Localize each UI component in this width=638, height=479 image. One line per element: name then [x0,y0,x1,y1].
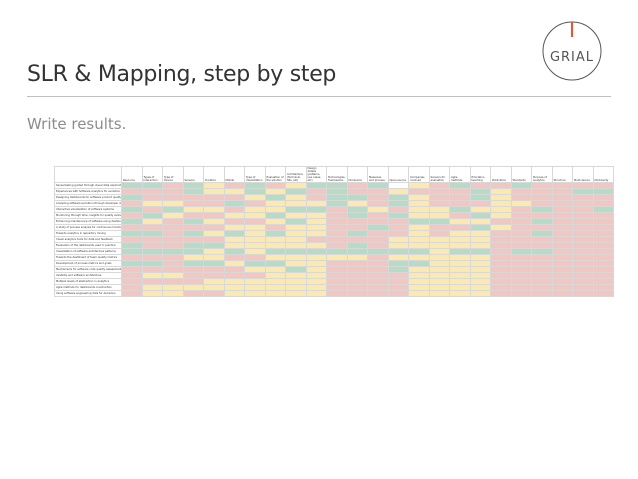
table-row: Development of process metrics and goals [54,260,614,267]
table-cell [141,290,163,297]
header-row: Resource Types of Interaction Type of Devi… [54,166,614,183]
table-cell [244,290,266,297]
table-cell [592,290,614,297]
table-cell [387,290,409,297]
column-header: Standards [510,166,532,183]
column-header: Evaluation of the solution [264,166,286,183]
table-cell [223,290,245,297]
table-cell [510,290,532,297]
table-cell [490,290,512,297]
slide-subtitle: Write results. [27,115,127,133]
table-cell [182,290,204,297]
column-header: Technologies, frameworks [326,166,348,183]
header-corner [54,166,122,183]
table-row: Towards the dashboard of team quality me… [54,254,614,261]
table-row: Towards analytics in repository mining [54,230,614,237]
column-header: Education, teaching [469,166,491,183]
table-cell [326,290,348,297]
column-header: Types of Interaction [141,166,163,183]
column-header: Sensors [182,166,204,183]
column-header: Structure [551,166,573,183]
column-header: Design details (patterns, use cases, etc… [305,166,327,183]
column-header: Multi-device [572,166,594,183]
column-header: Agile methods [449,166,471,183]
table-cell [408,290,430,297]
column-header: Type of Visualization [244,166,266,183]
table-cell [449,290,471,297]
title-divider [27,96,611,97]
table-row: Sensemaking guided through visual data e… [54,182,614,189]
table-row: Usability and software architecture [54,272,614,279]
column-header: Type of Device [162,166,184,183]
table-cell [346,290,368,297]
table-cell [572,290,594,297]
results-table: Resource Types of Interaction Type of Devi… [54,166,614,297]
table-cell [367,290,389,297]
table-cell [285,290,307,297]
table-cell [121,290,143,297]
table-cell [551,290,573,297]
column-header: Architecture (Technical, SPs, etc) [285,166,307,183]
column-header: Modularity [592,166,614,183]
results-spreadsheet: Resource Types of Interaction Type of Devi… [54,166,614,342]
row-label: Using software engineering data for deci… [54,290,122,297]
column-header: Dimension [346,166,368,183]
column-header: Mobile [223,166,245,183]
column-header: Publication [490,166,512,183]
column-header: Purpose of analytics [531,166,553,183]
table-cell [305,290,327,297]
column-header: Companies involved [408,166,430,183]
column-header: Open-source [387,166,409,183]
table-row: Evaluation of the dashboards used in pra… [54,242,614,249]
table-cell [531,290,553,297]
table-cell [428,290,450,297]
table-row: Using software engineering data for deci… [54,290,614,297]
grial-logo: GRIAL [539,16,605,82]
table-cell [264,290,286,297]
column-header: Duration [203,166,225,183]
table-cell [203,290,225,297]
column-header: Measures and process [367,166,389,183]
slide-title: SLR & Mapping, step by step [27,62,337,87]
column-header: Resource [121,166,143,183]
logo-text: GRIAL [550,50,594,65]
table-cell [162,290,184,297]
table-cell [469,290,491,297]
column-header: Sensors for evaluation [428,166,450,183]
